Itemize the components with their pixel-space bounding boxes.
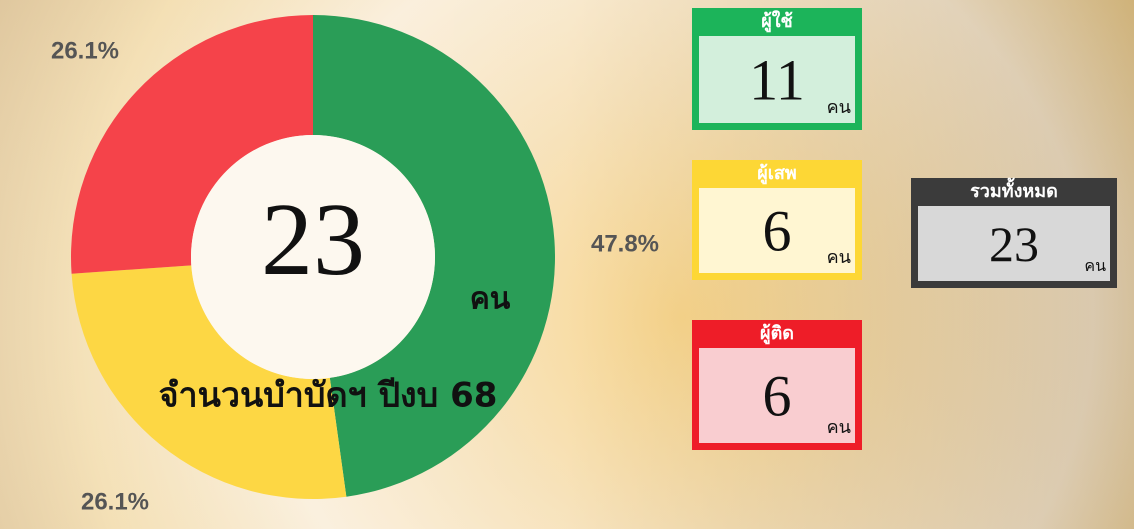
card-body: 11 คน (699, 36, 855, 123)
card-title: ผู้ติด (692, 320, 862, 348)
card-title: ผู้เสพ (692, 160, 862, 188)
card-body: 6 คน (699, 188, 855, 273)
card-title: รวมทั้งหมด (911, 178, 1117, 206)
card-body: 6 คน (699, 348, 855, 443)
card: ผู้ติด 6 คน (692, 320, 862, 450)
card-unit: คน (827, 92, 851, 121)
value-label: 47.8% (591, 230, 659, 257)
center-unit: คน (470, 282, 511, 317)
card: รวมทั้งหมด 23 คน (911, 178, 1117, 288)
card: ผู้เสพ 6 คน (692, 160, 862, 280)
card-unit: คน (827, 242, 851, 271)
center-total: 23 (261, 182, 365, 297)
chart-title: จำนวนบำบัดฯ ปีงบ 68 (159, 376, 498, 416)
card: ผู้ใช้ 11 คน (692, 8, 862, 130)
value-label: 26.1% (81, 488, 149, 515)
value-label: 26.1% (51, 37, 119, 64)
dashboard: 47.8%26.1%26.1%23คนจำนวนบำบัดฯ ปีงบ 68 ผ… (0, 0, 1134, 529)
card-body: 23 คน (918, 206, 1110, 281)
card-unit: คน (827, 412, 851, 441)
card-title: ผู้ใช้ (692, 8, 862, 36)
card-unit: คน (1084, 254, 1106, 279)
card-value: 23 (918, 215, 1110, 273)
